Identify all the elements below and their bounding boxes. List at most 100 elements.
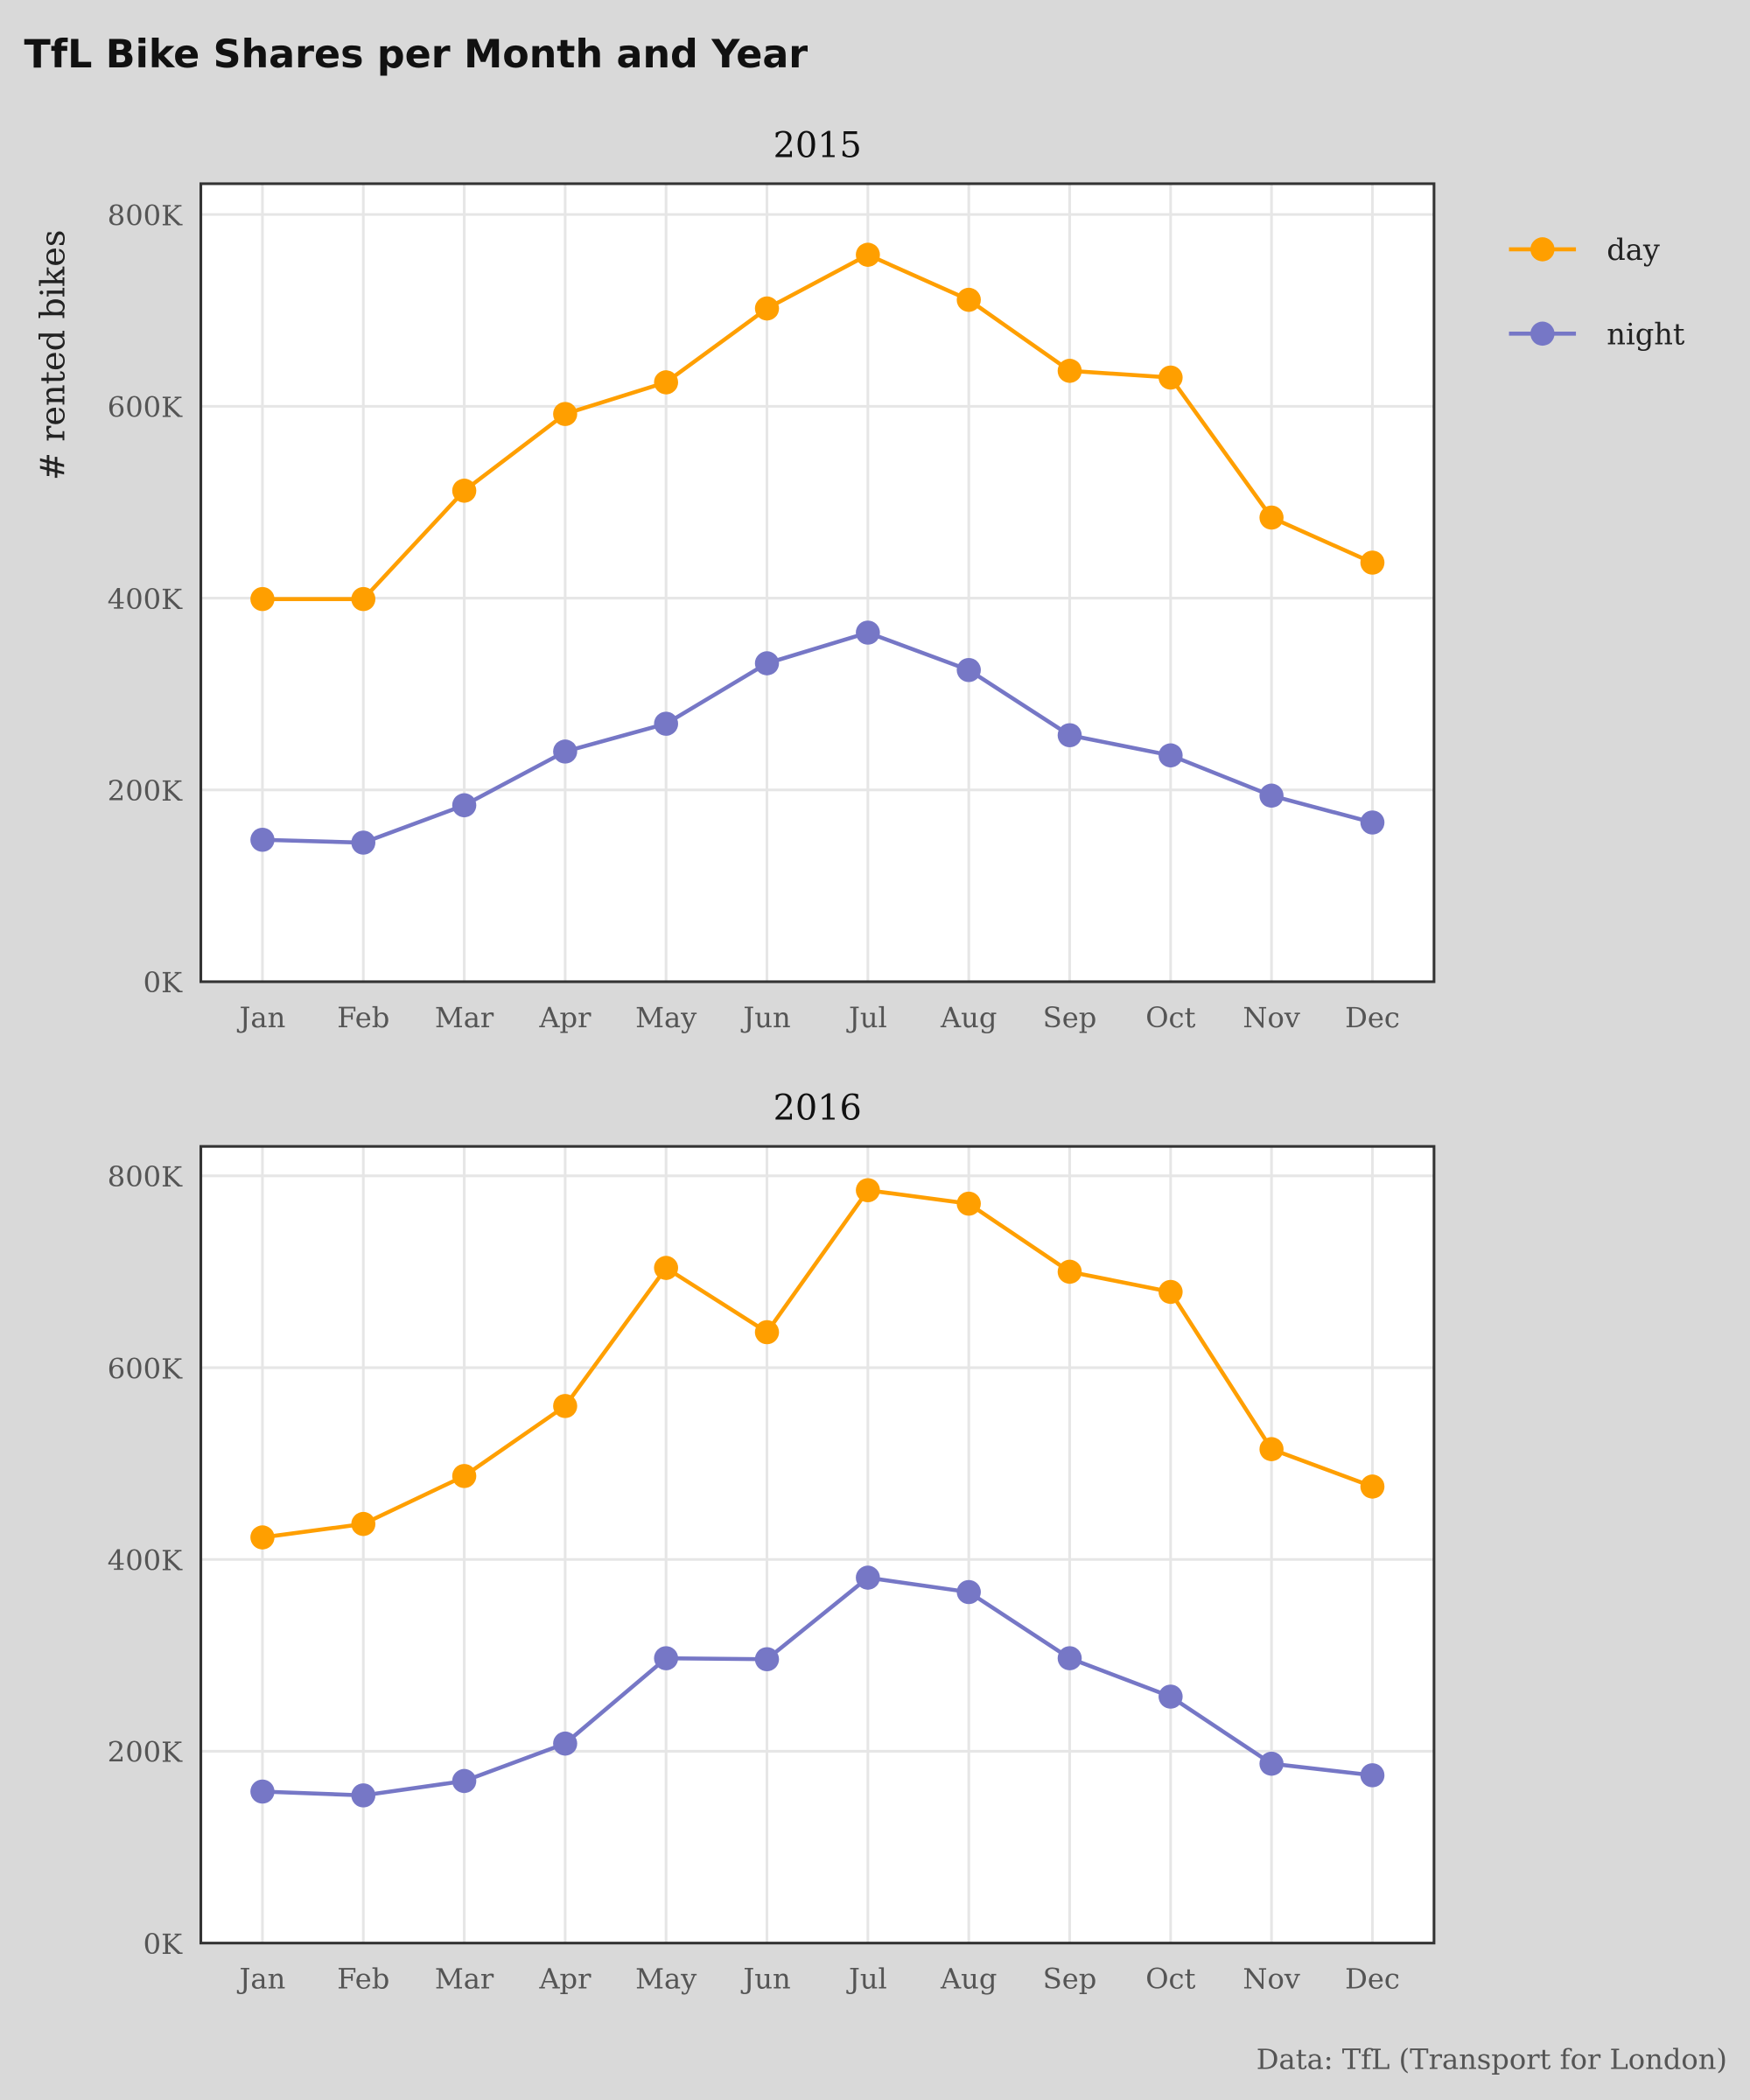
series-line-day [262, 252, 1374, 601]
data-point-night-Jun [754, 1647, 780, 1672]
data-point-day-Oct [1158, 365, 1183, 390]
y-tick-label: 800K [108, 1160, 183, 1194]
data-point-night-Sep [1057, 1646, 1082, 1670]
data-point-day-Aug [956, 1191, 981, 1216]
data-point-night-Nov [1259, 1751, 1284, 1776]
chart-title: TfL Bike Shares per Month and Year [24, 32, 808, 77]
x-tick-label: Jul [846, 1963, 887, 1996]
data-point-day-Jan [250, 1525, 275, 1550]
x-tick-label: Jan [237, 1963, 286, 1996]
y-tick-label: 400K [108, 1544, 183, 1577]
x-tick-label: Sep [1043, 1963, 1097, 1996]
data-point-day-Dec [1360, 550, 1385, 575]
plot-border [200, 182, 1436, 984]
plot-background [200, 183, 1434, 982]
x-tick-label: Nov [1242, 1001, 1300, 1034]
x-tick-label: Mar [435, 1001, 494, 1034]
data-point-night-Jul [856, 620, 880, 645]
x-tick-label: Oct [1145, 1001, 1195, 1034]
x-tick-label: Jun [740, 1001, 790, 1034]
x-tick-label: Jun [740, 1963, 790, 1996]
data-point-day-Jun [754, 1320, 780, 1345]
data-point-night-Dec [1360, 810, 1385, 835]
panel-2015: Jan Feb Mar Apr May Jun Jul Aug Sep Oct Nov Dec 0K 20… [108, 125, 1436, 1034]
data-point-night-Apr [553, 739, 578, 764]
data-point-day-Mar [452, 1464, 477, 1488]
y-tick-label: 400K [108, 583, 183, 616]
data-point-night-Sep [1057, 723, 1082, 748]
y-axis-label: # rented bikes [33, 230, 73, 481]
y-tick-label: 0K [144, 1928, 183, 1961]
y-tick-label: 600K [108, 391, 183, 424]
panel-2016: Jan Feb Mar Apr May Jun Jul Aug Sep Oct Nov Dec 0K 20… [108, 1088, 1436, 1996]
legend-marker-day [1530, 237, 1555, 262]
data-point-night-Aug [956, 1579, 981, 1605]
caption: Data: TfL (Transport for London) [1256, 2042, 1727, 2076]
x-tick-label: Aug [940, 1963, 997, 1996]
data-point-night-May [654, 1646, 678, 1670]
series-line-night [262, 1575, 1373, 1798]
x-tick-label: Nov [1242, 1963, 1300, 1996]
data-point-day-Oct [1158, 1279, 1183, 1305]
data-point-night-Jun [754, 651, 780, 676]
data-point-day-Jun [754, 296, 780, 321]
x-tick-label: Jan [237, 1001, 286, 1034]
data-point-day-May [654, 370, 678, 395]
x-tick-label: May [635, 1001, 697, 1034]
y-tick-label: 800K [108, 199, 183, 232]
data-point-night-Apr [553, 1731, 578, 1756]
legend-label-night: night [1606, 318, 1685, 352]
plot-border [200, 1144, 1436, 1945]
data-point-day-Nov [1259, 505, 1284, 530]
series-line-day [262, 1187, 1374, 1540]
data-point-day-Sep [1057, 359, 1082, 383]
plot-background [200, 1146, 1434, 1943]
data-point-night-May [654, 711, 678, 736]
data-point-day-Jan [250, 586, 275, 612]
legend-label-day: day [1606, 233, 1660, 267]
data-point-day-Jul [856, 1178, 880, 1203]
data-point-night-Aug [956, 657, 981, 682]
x-tick-label: Apr [538, 1001, 592, 1034]
data-point-day-Feb [351, 1511, 376, 1536]
data-point-night-Dec [1360, 1763, 1385, 1788]
legend-marker-night [1530, 321, 1555, 346]
y-tick-label: 200K [108, 774, 183, 808]
data-point-night-Jan [250, 827, 275, 852]
x-tick-label: Feb [337, 1001, 389, 1034]
data-point-day-May [654, 1256, 678, 1280]
data-point-day-Apr [553, 402, 578, 426]
x-tick-label: May [635, 1963, 697, 1996]
x-tick-label: Feb [337, 1963, 389, 1996]
data-point-night-Mar [452, 1768, 477, 1794]
data-point-night-Jul [856, 1565, 880, 1590]
data-point-night-Jan [250, 1779, 275, 1804]
y-tick-label: 600K [108, 1352, 183, 1385]
data-point-day-Nov [1259, 1437, 1284, 1461]
data-point-night-Feb [351, 1783, 376, 1808]
y-tick-label: 0K [144, 966, 183, 999]
x-tick-label: Dec [1345, 1001, 1400, 1034]
x-tick-label: Sep [1043, 1001, 1097, 1034]
x-tick-label: Aug [940, 1001, 997, 1034]
panel-title: 2016 [774, 1088, 862, 1129]
data-point-day-Feb [351, 586, 376, 612]
data-point-day-Mar [452, 479, 477, 503]
y-tick-label: 200K [108, 1736, 183, 1769]
panel-title: 2015 [774, 125, 862, 165]
legend: day night [1508, 233, 1685, 352]
x-tick-label: Apr [538, 1963, 592, 1996]
data-point-night-Oct [1158, 743, 1183, 768]
data-point-day-Aug [956, 287, 981, 312]
series-line-night [262, 630, 1374, 845]
data-point-day-Apr [553, 1394, 578, 1418]
data-point-night-Feb [351, 830, 376, 855]
data-point-day-Dec [1360, 1474, 1385, 1499]
x-tick-label: Jul [846, 1001, 887, 1034]
data-point-day-Sep [1057, 1259, 1082, 1284]
data-point-night-Mar [452, 793, 477, 818]
x-tick-label: Dec [1345, 1963, 1400, 1996]
data-point-night-Oct [1158, 1684, 1183, 1709]
data-point-night-Nov [1259, 783, 1284, 808]
